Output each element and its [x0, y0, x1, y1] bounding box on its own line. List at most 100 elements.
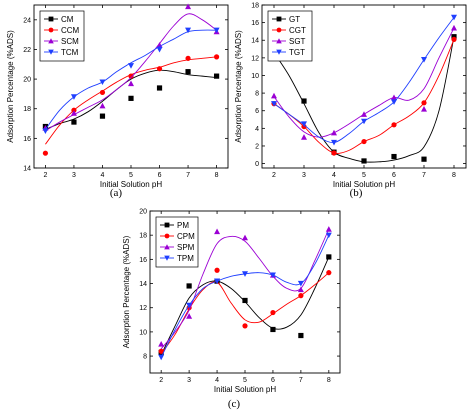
x-tick-label: 7: [299, 377, 303, 384]
series-tgt: [271, 14, 457, 146]
data-point-cpm: [270, 309, 276, 316]
legend-marker: [48, 16, 54, 22]
data-point-tpm: [269, 272, 276, 279]
y-tick-label: 10: [251, 73, 259, 80]
x-tick-label: 3: [72, 172, 76, 179]
data-point-scm: [128, 80, 134, 87]
y-tick-label: 4: [255, 126, 259, 133]
data-point-cgt: [451, 36, 457, 42]
data-point-cm: [185, 69, 191, 75]
data-point-ccm: [156, 66, 163, 72]
data-point-scm: [156, 42, 163, 48]
y-tick-label: 16: [23, 136, 31, 143]
data-point-gt: [361, 158, 367, 164]
series-tpm: [158, 232, 332, 361]
data-point-gt: [391, 153, 397, 160]
data-point-cgt: [361, 138, 367, 145]
data-point-cpm: [214, 267, 220, 273]
legend-label: TPM: [177, 254, 194, 263]
data-point-ccm: [128, 73, 134, 79]
data-point-tcm: [156, 46, 163, 53]
legend-label: GT: [289, 15, 300, 24]
x-tick-label: 3: [302, 172, 306, 179]
chart-panel-1: 2 3 4 5 6 7 8 14 16 18 20 22 24 Initial Solution pH Ad…: [6, 3, 229, 189]
data-point-cm: [99, 113, 106, 119]
y-tick-label: 16: [251, 20, 259, 27]
data-point-cgt: [331, 150, 337, 156]
data-point-sgt: [391, 94, 397, 101]
y-tick-label: 8: [255, 91, 259, 98]
data-point-pm: [242, 297, 248, 304]
x-tick-label: 8: [215, 172, 219, 179]
x-tick-label: 4: [101, 172, 105, 179]
data-point-tpm: [297, 280, 304, 287]
data-point-scm: [185, 3, 192, 10]
x-tick-label: 5: [129, 172, 133, 179]
data-point-spm: [186, 313, 193, 319]
data-point-sgt: [331, 129, 337, 136]
y-tick-label: 14: [23, 166, 31, 173]
data-point-cpm: [326, 270, 332, 276]
legend-label: TGT: [289, 48, 305, 57]
legend-label: CPM: [177, 232, 195, 241]
x-tick-label: 3: [187, 377, 191, 384]
data-point-tcm: [128, 63, 134, 69]
data-point-tcm: [213, 27, 220, 34]
data-point-tpm: [242, 271, 248, 277]
data-point-ccm: [213, 54, 220, 60]
data-point-tpm: [158, 354, 165, 361]
data-point-sgt: [301, 134, 307, 140]
y-axis-label: Adsorption Percentage (%ADS): [122, 235, 131, 348]
x-tick-label: 8: [452, 172, 456, 179]
data-point-ccm: [42, 150, 49, 156]
data-point-spm: [297, 286, 304, 293]
data-point-tcm: [42, 128, 49, 134]
data-point-tgt: [271, 101, 277, 107]
data-point-tcm: [70, 94, 77, 100]
y-tick-label: 8: [143, 354, 147, 361]
legend-marker: [48, 27, 54, 33]
legend-label: SPM: [177, 243, 195, 252]
data-point-cgt: [391, 122, 397, 128]
data-point-tgt: [391, 99, 397, 105]
legend-label: PM: [177, 221, 189, 230]
x-tick-label: 5: [243, 377, 247, 384]
data-point-sgt: [361, 111, 367, 117]
data-point-ccm: [99, 89, 106, 96]
y-tick-label: 14: [139, 281, 147, 288]
series-ccm: [42, 54, 220, 156]
legend-marker: [276, 16, 282, 22]
data-point-sgt: [271, 92, 277, 99]
data-point-spm: [158, 340, 165, 347]
y-tick-label: 14: [251, 38, 259, 45]
legend-marker: [164, 233, 170, 239]
series-line-cm: [45, 69, 217, 130]
data-point-tgt: [331, 139, 337, 146]
y-tick-label: 22: [23, 47, 31, 54]
data-point-tcm: [185, 27, 192, 34]
legend-label: CGT: [289, 26, 306, 35]
x-tick-label: 6: [158, 172, 162, 179]
data-point-pm: [298, 332, 304, 339]
x-axis-label: Initial Solution pH: [100, 180, 162, 189]
caption-b: (b): [350, 187, 363, 199]
legend-marker: [276, 49, 282, 55]
x-tick-label: 2: [159, 377, 163, 384]
data-point-ccm: [185, 55, 191, 61]
data-point-pm: [326, 254, 332, 260]
y-tick-label: 18: [23, 106, 31, 113]
legend-marker: [164, 222, 170, 228]
y-tick-label: 18: [251, 3, 259, 10]
series-cpm: [158, 267, 332, 354]
legend-label: CCM: [61, 26, 80, 35]
data-point-scm: [99, 102, 106, 109]
x-tick-label: 6: [271, 377, 275, 384]
legend-label: CM: [61, 15, 74, 24]
y-axis-label: Adsorption Percentage (%ADS): [6, 30, 15, 143]
legend-marker: [164, 244, 170, 250]
y-tick-label: 16: [139, 257, 147, 264]
data-point-sgt: [421, 105, 427, 112]
x-axis-label: Initial Solution pH: [214, 385, 276, 394]
data-point-cpm: [242, 323, 248, 329]
series-tcm: [42, 27, 220, 134]
